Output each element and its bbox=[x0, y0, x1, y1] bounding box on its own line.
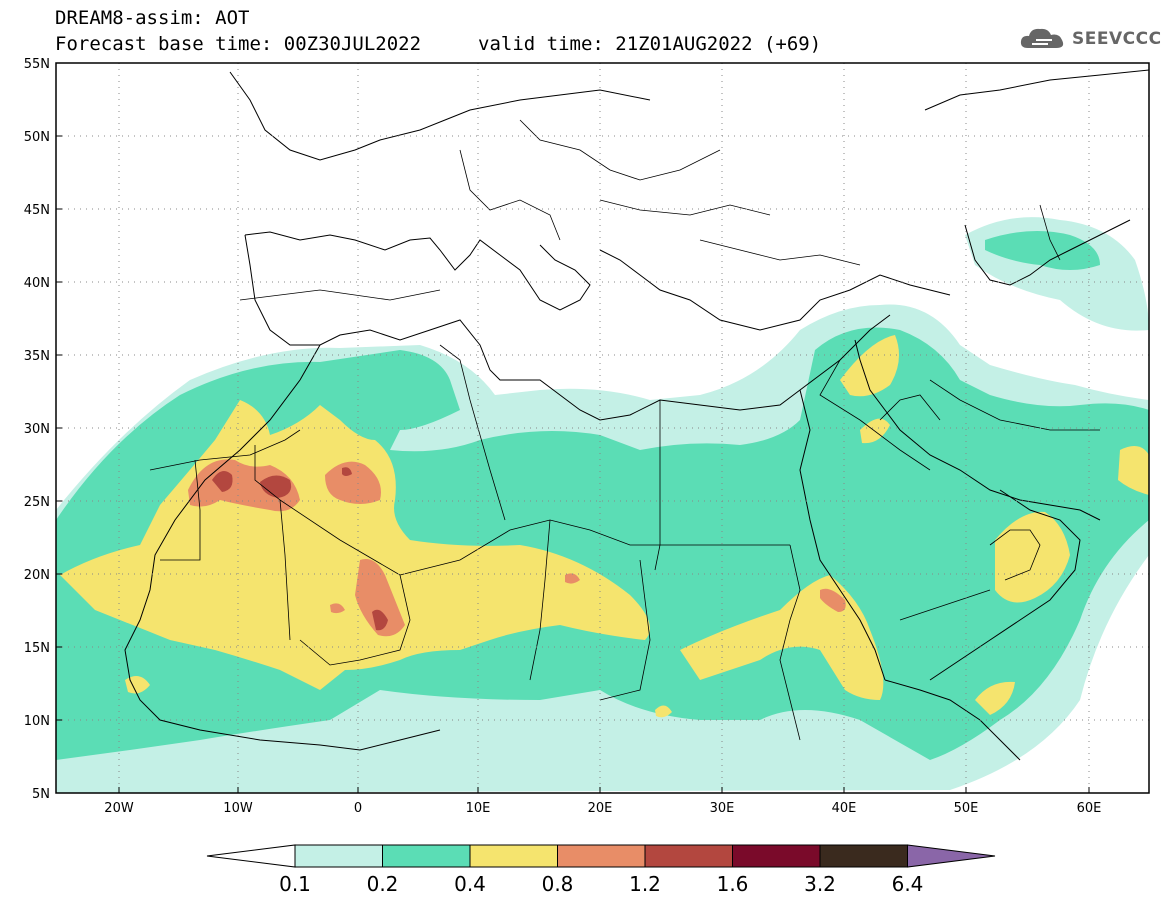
lon-label: 10E bbox=[466, 801, 491, 816]
colorbar-swatch bbox=[732, 844, 821, 868]
lon-label: 10W bbox=[223, 801, 253, 816]
colorbar-swatch bbox=[469, 844, 558, 868]
colorbar-labels: 0.1 0.2 0.4 0.8 1.2 1.6 3.2 6.4 bbox=[279, 872, 923, 896]
grid bbox=[56, 63, 1149, 793]
aot-band-1.2-mauritania bbox=[212, 471, 233, 492]
lat-label: 45N bbox=[24, 203, 50, 218]
seevccc-logo: SEEVCCC bbox=[1018, 24, 1162, 54]
aot-band-0.8-w-spot bbox=[330, 603, 345, 614]
colorbar bbox=[206, 844, 996, 868]
colorbar-swatch bbox=[819, 844, 908, 868]
lat-label: 10N bbox=[24, 714, 50, 729]
aot-band-0.8-eritrea bbox=[820, 588, 846, 612]
colorbar-label: 0.4 bbox=[454, 872, 486, 896]
lon-label: 20E bbox=[588, 801, 613, 816]
aot-band-0.4-socotra bbox=[975, 681, 1015, 715]
valid-time: valid time: 21Z01AUG2022 (+69) bbox=[478, 33, 822, 55]
colorbar-swatch bbox=[294, 844, 383, 868]
aot-band-0.4-west-spot bbox=[125, 676, 150, 694]
colorbar-label: 1.6 bbox=[717, 872, 749, 896]
colorbar-label: 0.8 bbox=[542, 872, 574, 896]
logo-text: SEEVCCC bbox=[1072, 29, 1162, 49]
lon-labels: 20W 10W 0 10E 20E 30E 40E 50E 60E bbox=[104, 801, 1101, 816]
lat-labels: 55N 50N 45N 40N 35N 30N 25N 20N 15N 10N … bbox=[24, 57, 50, 802]
aot-band-0.4-gulf bbox=[1118, 446, 1149, 495]
colorbar-label: 3.2 bbox=[804, 872, 836, 896]
colorbar-high-arrow bbox=[907, 844, 996, 868]
lon-label: 30E bbox=[710, 801, 735, 816]
colorbar-label: 0.1 bbox=[279, 872, 311, 896]
aot-field bbox=[56, 63, 1149, 793]
aot-band-0.4-oman bbox=[995, 511, 1070, 603]
colorbar-label: 0.2 bbox=[367, 872, 399, 896]
aot-band-1.2-niger bbox=[372, 609, 388, 631]
cloud-icon bbox=[1020, 28, 1064, 48]
aot-band-0.8-algeria bbox=[325, 461, 381, 504]
model-title: DREAM8-assim: AOT bbox=[55, 7, 250, 29]
lon-label: 60E bbox=[1077, 801, 1102, 816]
coastlines bbox=[124, 69, 1149, 761]
aot-band-0.2-caucasus bbox=[985, 231, 1100, 270]
lat-label: 50N bbox=[24, 130, 50, 145]
colorbar-low-arrow bbox=[206, 844, 296, 868]
lat-label: 55N bbox=[24, 57, 50, 72]
aot-band-0.8-chad-spot bbox=[565, 573, 580, 584]
colorbar-swatch bbox=[557, 844, 646, 868]
colorbar-swatch bbox=[382, 844, 471, 868]
lat-label: 25N bbox=[24, 495, 50, 510]
lat-label: 40N bbox=[24, 276, 50, 291]
lon-label: 40E bbox=[832, 801, 857, 816]
borders bbox=[149, 119, 1100, 741]
colorbar-label: 1.2 bbox=[629, 872, 661, 896]
aot-band-1.2-sahara bbox=[260, 475, 292, 498]
lat-label: 20N bbox=[24, 568, 50, 583]
aot-band-0.4-iraq bbox=[840, 335, 899, 397]
lat-label: 30N bbox=[24, 422, 50, 437]
lat-label: 35N bbox=[24, 349, 50, 364]
lat-label: 5N bbox=[32, 787, 50, 802]
aot-band-0.4-central-spot bbox=[655, 705, 672, 718]
colorbar-swatch bbox=[644, 844, 733, 868]
aot-band-0.8-niger bbox=[355, 559, 405, 637]
lon-label: 0 bbox=[354, 801, 362, 816]
base-time: Forecast base time: 00Z30JUL2022 bbox=[55, 33, 422, 55]
tick-marks bbox=[56, 62, 1090, 794]
lat-label: 15N bbox=[24, 641, 50, 656]
aot-band-1.2-algeria bbox=[342, 467, 352, 476]
aot-band-0.8-mauritania bbox=[188, 459, 300, 512]
lon-label: 50E bbox=[954, 801, 979, 816]
colorbar-label: 6.4 bbox=[892, 872, 924, 896]
lon-label: 20W bbox=[104, 801, 134, 816]
